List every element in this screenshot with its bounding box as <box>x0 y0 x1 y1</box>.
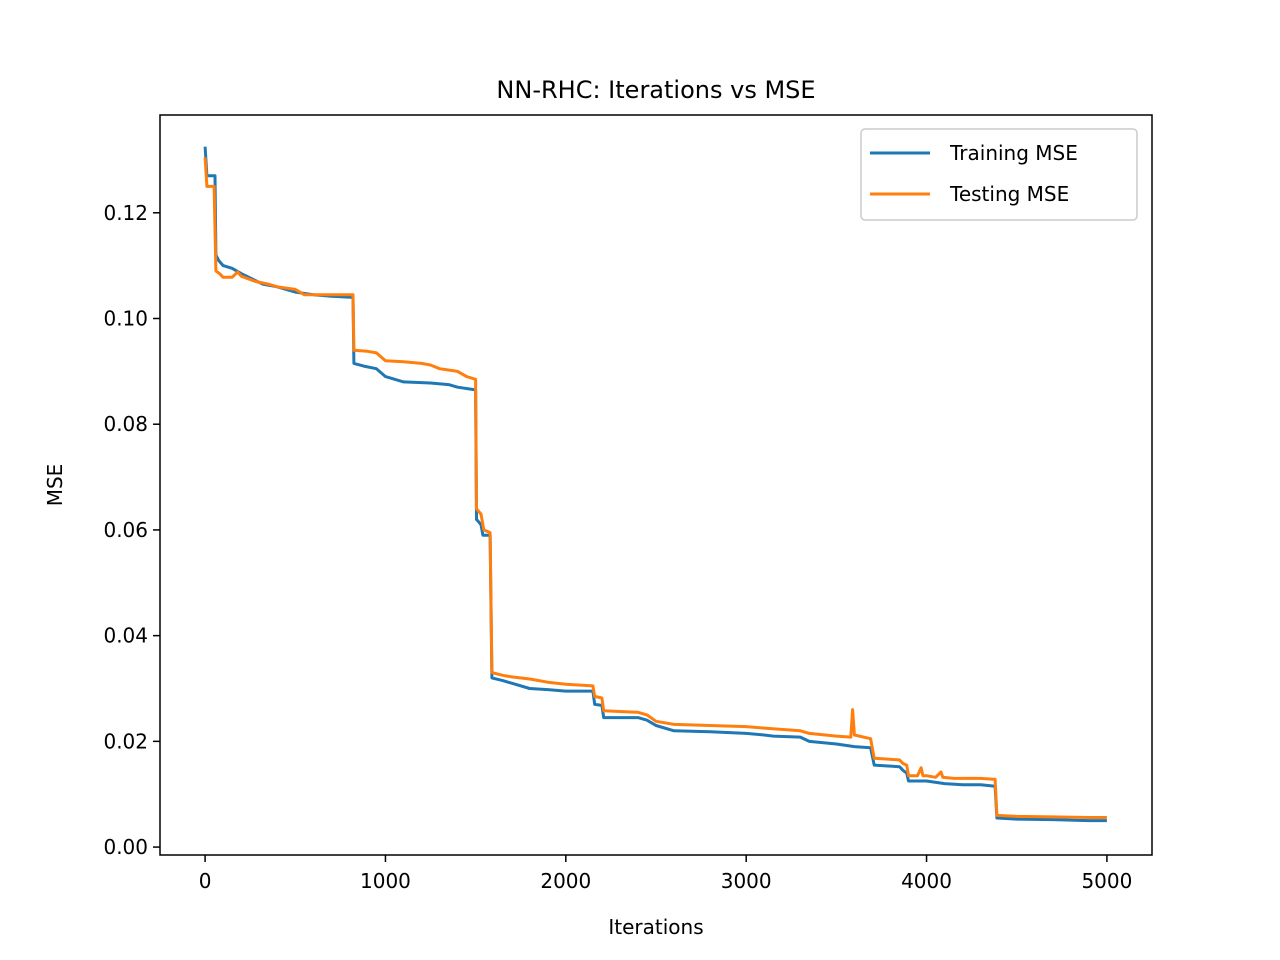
y-tick-label: 0.00 <box>103 835 148 859</box>
y-axis-label: MSE <box>43 464 67 507</box>
y-tick-label: 0.06 <box>103 518 148 542</box>
chart-title: NN-RHC: Iterations vs MSE <box>496 76 815 104</box>
y-tick-label: 0.02 <box>103 729 148 753</box>
x-tick-label: 5000 <box>1081 869 1132 893</box>
legend-label: Testing MSE <box>949 182 1069 206</box>
y-tick-label: 0.04 <box>103 624 148 648</box>
x-tick-label: 4000 <box>901 869 952 893</box>
x-tick-label: 2000 <box>540 869 591 893</box>
legend-label: Training MSE <box>949 141 1078 165</box>
y-tick-label: 0.12 <box>103 201 148 225</box>
x-axis-label: Iterations <box>608 915 703 939</box>
series-line-testing-mse <box>203 157 1107 819</box>
plot-area: 0 1000 2000 3000 4000 5000 0.00 0.02 0.04 0.06 0.0… <box>103 114 1153 893</box>
x-tick-label: 0 <box>199 869 212 893</box>
axes-frame <box>159 114 1153 856</box>
legend: Training MSE Testing MSE <box>860 128 1138 221</box>
y-tick-label: 0.10 <box>103 307 148 331</box>
y-tick-label: 0.08 <box>103 412 148 436</box>
x-tick-label: 1000 <box>360 869 411 893</box>
x-tick-label: 3000 <box>721 869 772 893</box>
